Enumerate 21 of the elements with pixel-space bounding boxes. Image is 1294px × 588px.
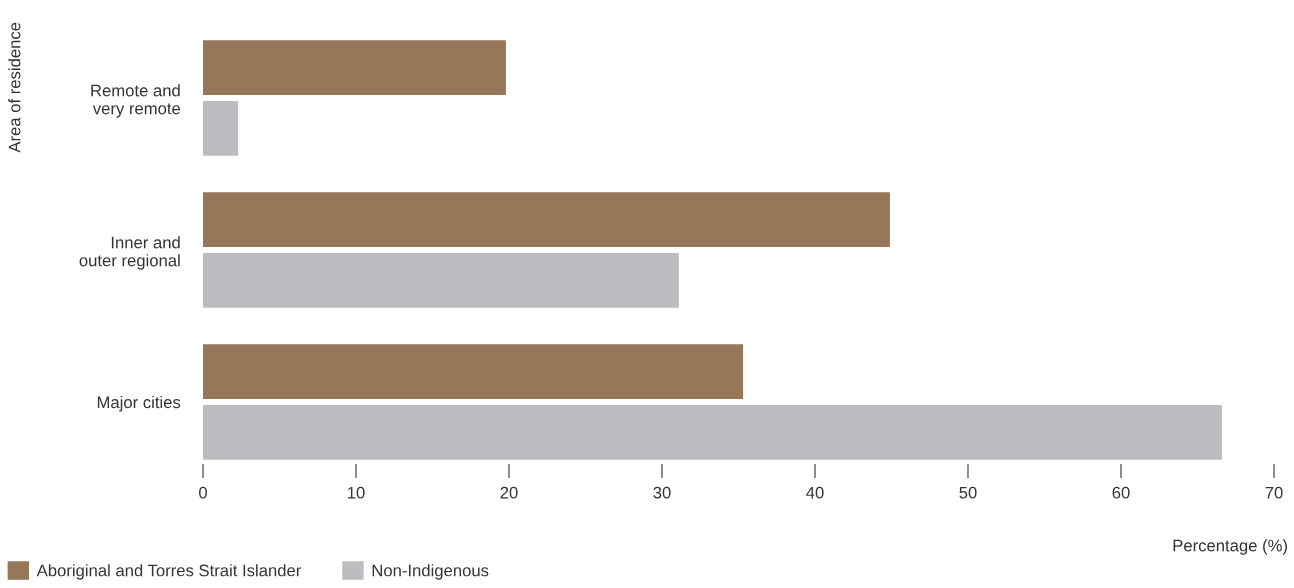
legend-label: Non-Indigenous — [372, 564, 489, 580]
x-tick-label: 50 — [959, 486, 977, 499]
x-tick-label: 10 — [348, 486, 365, 499]
legend-label: Aboriginal and Torres Strait Islander — [36, 564, 302, 580]
x-tick-label: 40 — [806, 486, 824, 499]
bar — [203, 405, 1222, 460]
y-tick-label: Inner and outer regional — [79, 236, 180, 270]
bar — [203, 253, 679, 308]
bar — [203, 101, 239, 156]
y-axis-title: Area of residence — [8, 22, 21, 153]
x-axis-title: Percentage (%) — [1173, 539, 1287, 555]
bar — [203, 192, 890, 247]
bar — [203, 344, 744, 399]
x-tick-label: 0 — [199, 486, 207, 499]
y-tick-label: Remote and very remote — [91, 84, 181, 118]
x-tick-label: 60 — [1112, 486, 1130, 499]
x-tick-label: 70 — [1265, 486, 1283, 499]
y-tick-label: Major cities — [97, 395, 181, 412]
x-tick-label: 20 — [500, 486, 518, 499]
bar — [203, 40, 506, 95]
x-tick-label: 30 — [653, 486, 671, 499]
